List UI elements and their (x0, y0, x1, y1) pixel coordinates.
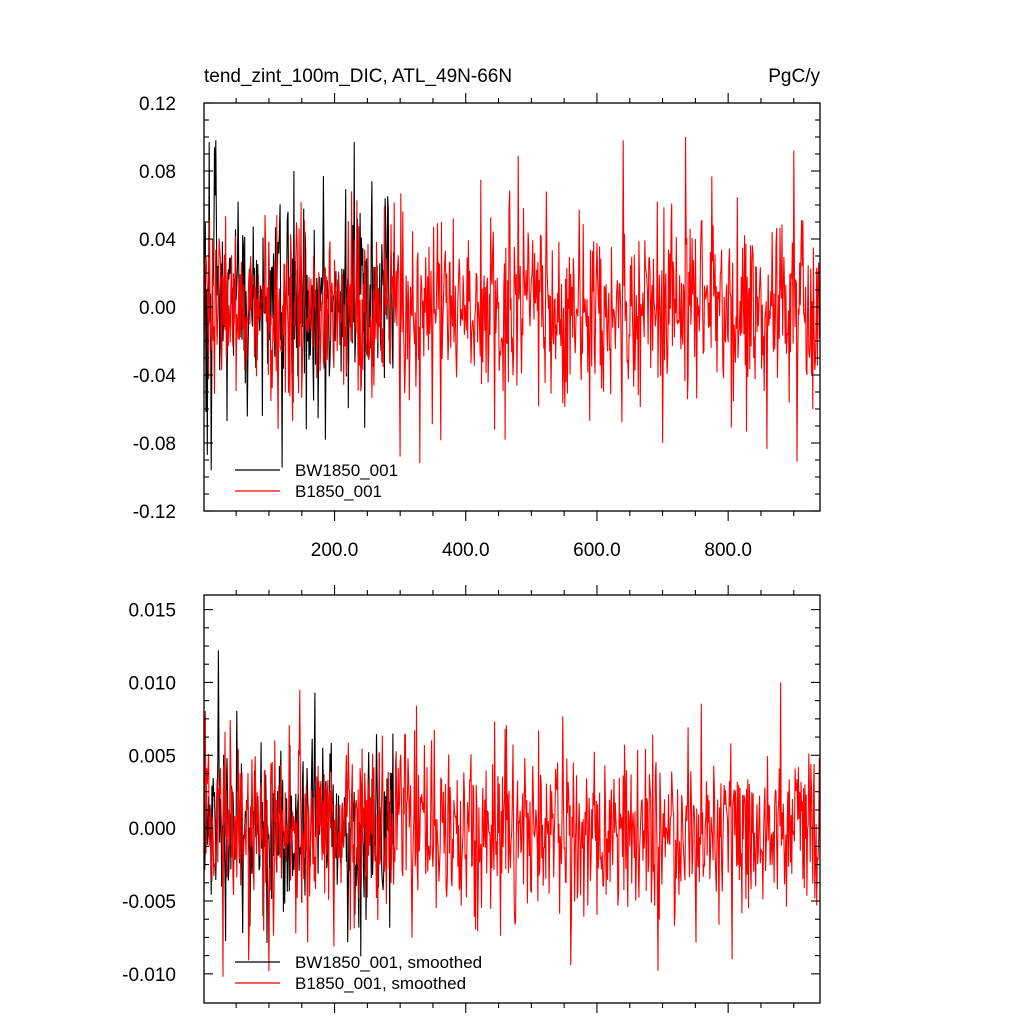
legend-label-bw1850: BW1850_001 (295, 461, 398, 480)
y-tick-label: -0.010 (122, 965, 176, 986)
y-tick-label: 0.015 (128, 601, 176, 622)
x-tick-label: 600.0 (573, 540, 621, 561)
legend-label-b1850-smoothed: B1850_001, smoothed (295, 974, 466, 993)
bottom-series-group (203, 650, 821, 977)
top-plot-frame (203, 102, 821, 512)
y-tick-label: -0.08 (133, 434, 176, 455)
top-panel: tend_zint_100m_DIC, ATL_49N-66N PgC/y -0… (133, 66, 821, 561)
x-tick-label: 200.0 (311, 540, 359, 561)
series-line-b1850-001 (203, 136, 821, 464)
bottom-plot-frame (203, 594, 821, 1004)
bottom-axis-ticks: -0.010 -0.005 0.000 0.005 0.010 0.015 (122, 585, 820, 1013)
bottom-panel: -0.010 -0.005 0.000 0.005 0.010 0.015 BW1850_… (122, 585, 821, 1013)
y-tick-label: -0.04 (133, 366, 177, 387)
legend-label-b1850: B1850_001 (295, 482, 382, 501)
y-tick-label: 0.005 (128, 746, 176, 767)
series-line-b1850-001-smoothed (203, 682, 821, 977)
y-tick-label: 0.04 (139, 230, 176, 251)
y-tick-label: -0.12 (133, 502, 176, 523)
x-tick-label: 400.0 (442, 540, 490, 561)
y-tick-label: 0.12 (139, 94, 176, 115)
y-tick-label: 0.000 (128, 819, 176, 840)
bottom-legend: BW1850_001, smoothed B1850_001, smoothed (235, 953, 482, 993)
units-label: PgC/y (768, 66, 820, 87)
y-tick-label: 0.010 (128, 673, 176, 694)
y-tick-label: 0.00 (139, 298, 176, 319)
panel-title: tend_zint_100m_DIC, ATL_49N-66N (204, 66, 512, 87)
top-series-group (203, 136, 821, 471)
top-axis-ticks: -0.12 -0.08 -0.04 0.00 0.04 0.08 0.12 200.0 400.… (133, 93, 820, 561)
x-tick-label: 800.0 (704, 540, 752, 561)
legend-label-bw1850-smoothed: BW1850_001, smoothed (295, 953, 482, 972)
y-tick-label: -0.005 (122, 892, 176, 913)
y-tick-label: 0.08 (139, 162, 176, 183)
top-legend: BW1850_001 B1850_001 (235, 461, 398, 501)
